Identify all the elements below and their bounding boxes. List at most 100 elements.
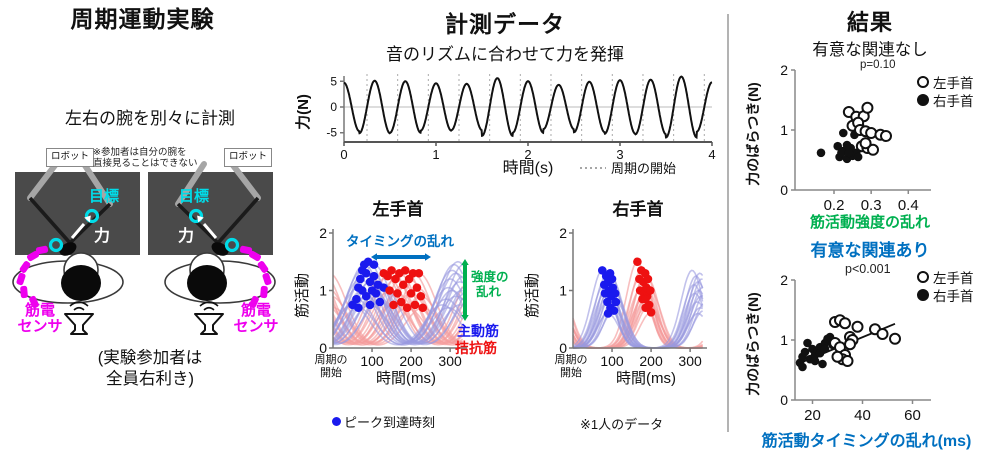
emg-label-line2: センサ	[233, 318, 279, 335]
x-tick-label: 200	[399, 353, 423, 369]
experiment-note: ※参加者は自分の腕を 直接見ることはできない	[93, 147, 198, 169]
x-tick-label: 100	[360, 353, 384, 369]
filled-circle-icon	[917, 93, 929, 106]
x-tick-label: 4	[708, 147, 715, 162]
robot-arm	[229, 161, 261, 201]
scatter-timing-subtitle: 有意な関連あり	[810, 241, 930, 260]
y-axis-label: 筋活動	[294, 273, 311, 318]
y-tick-label: -5	[326, 126, 337, 140]
scatter-timing-xlabel: 筋活動タイミングの乱れ(ms)	[761, 433, 972, 450]
y-tick-label: 0	[780, 392, 788, 408]
emg-sensor-label-left: 筋電 センサ	[12, 303, 68, 335]
arrowhead	[461, 315, 469, 321]
x-tick-label: 0.3	[861, 197, 882, 214]
antagonist-label: 拮抗筋	[455, 340, 497, 356]
x-tick-label: 300	[438, 353, 462, 369]
robot-label-right: ロボット	[224, 148, 272, 167]
y-tick-label: 2	[780, 62, 788, 78]
x-tick-label: 0.2	[824, 197, 845, 214]
experiment-subtitle: 左右の腕を別々に計測	[65, 109, 235, 128]
cycle-start-legend-label: 周期の開始	[611, 161, 676, 176]
x-axis-label: 時間(s)	[503, 159, 554, 177]
speaker-icon	[194, 301, 224, 335]
scatter-timing-legend-right: 右手首	[917, 286, 974, 304]
robot-label-left: ロボット	[46, 148, 94, 167]
timing-variability-label: タイミングの乱れ	[346, 233, 454, 249]
scatter-intensity-p-value: p=0.10	[860, 59, 896, 71]
arrowhead	[84, 215, 91, 223]
emg-sensor-patch	[262, 272, 272, 286]
scatter-intensity-subtitle: 有意な関連なし	[812, 41, 928, 59]
y-axis-label: 筋活動	[524, 273, 541, 318]
y-tick-label: 0	[559, 340, 567, 356]
experiment-caption-line1: (実験参加者は	[97, 349, 203, 367]
scatter-intensity-xlabel: 筋活動強度の乱れ	[809, 214, 930, 231]
robot-arm	[27, 161, 59, 201]
peak-legend-label: ピーク到達時刻	[344, 415, 436, 430]
emg-label-line1: 筋電	[240, 302, 271, 319]
measurement-title: 計測データ	[445, 11, 565, 37]
force-arrow	[70, 223, 86, 239]
emg-sensor-patch	[257, 261, 269, 273]
target-label-left: 目標	[88, 188, 119, 205]
emg-sensor-patch	[20, 285, 28, 299]
target-circle-icon	[188, 208, 204, 224]
experiment-note-line1: ※参加者は自分の腕を	[93, 147, 187, 158]
emg-label-line2: センサ	[17, 318, 63, 335]
arrowhead	[371, 253, 377, 261]
y-tick-label: 1	[780, 332, 788, 348]
y-tick-label: 1	[559, 283, 567, 299]
emg-title: 右手首	[613, 199, 664, 219]
robot-arm	[175, 161, 207, 207]
open-circle-icon	[917, 75, 929, 88]
legend-label-right-wrist: 右手首	[933, 93, 974, 109]
emg-title: 左手首	[373, 199, 424, 219]
cycle-start-x-label: 開始	[560, 365, 582, 379]
y-tick-label: 0	[780, 182, 788, 198]
x-tick-label: 100	[600, 353, 624, 369]
x-tick-label: 20	[804, 407, 821, 424]
experiment-caption: (実験参加者は 全員右利き)	[40, 348, 260, 390]
experiment-title: 周期運動実験	[70, 6, 215, 32]
force-label-left: 力	[94, 228, 111, 245]
y-tick-label: 2	[780, 272, 788, 288]
cursor-circle-icon	[224, 237, 240, 253]
scatter-timing-p-value: p<0.001	[845, 262, 891, 276]
emg-sensor-patch	[248, 250, 262, 262]
robot-arm	[81, 161, 113, 207]
y-axis-label: 力(N)	[294, 94, 312, 130]
speaker-icon	[64, 301, 94, 335]
y-axis-label: 力のばらつき(N)	[745, 82, 761, 185]
x-tick-label: 1	[432, 147, 439, 162]
emg-sensor-patch	[19, 261, 31, 273]
experiment-note-line2: 直接見ることはできない	[93, 158, 198, 169]
x-tick-label: 60	[904, 407, 921, 424]
emg-label-line1: 筋電	[24, 302, 55, 319]
y-tick-label: 1	[319, 283, 327, 299]
emg-sensor-patch	[35, 245, 49, 255]
emg-sensor-patch	[26, 250, 40, 262]
measurement-subtitle: 音のリズムに合わせて力を発揮	[386, 45, 624, 64]
arrowhead	[425, 253, 431, 261]
x-tick-label: 2	[524, 147, 531, 162]
legend-label-right-wrist: 右手首	[933, 288, 974, 304]
intensity-variability-label: 強度の	[471, 269, 509, 284]
y-axis-label: 力のばらつき(N)	[745, 292, 761, 395]
force-chart: 50-50 1 2 3 4力(N)時間(s) 周期の開始	[294, 74, 716, 177]
hair	[61, 265, 101, 301]
x-axis-label: 時間(ms)	[376, 370, 436, 387]
panel-divider	[727, 14, 729, 432]
left-wrist-points	[829, 314, 901, 367]
hair	[187, 265, 227, 301]
experiment-caption-line2: 全員右利き)	[106, 370, 194, 388]
legend-label-left-wrist: 左手首	[933, 75, 974, 91]
arrowhead	[197, 215, 204, 223]
emg-sensor-patch	[260, 285, 268, 299]
left-wrist-points	[842, 101, 892, 156]
y-tick-label: 1	[780, 122, 788, 138]
emg-sensor-patch	[29, 295, 39, 309]
emg-sensor-label-right: 筋電 センサ	[228, 303, 284, 335]
